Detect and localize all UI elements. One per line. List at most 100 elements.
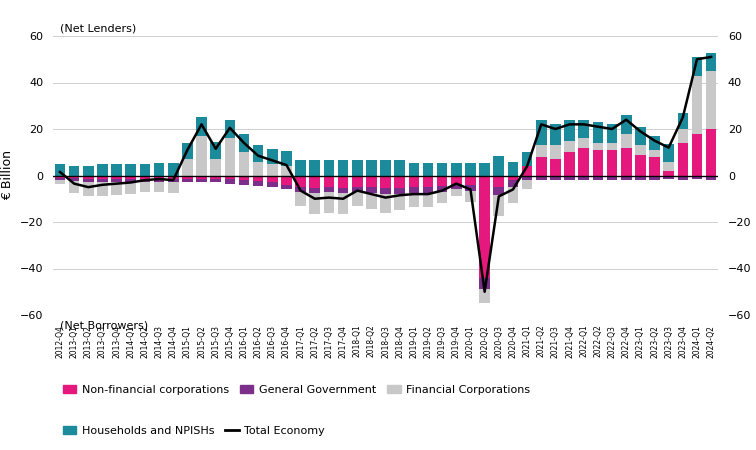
- Text: (Net Borrowers): (Net Borrowers): [60, 320, 147, 331]
- Bar: [111, 176, 122, 179]
- Bar: [380, 188, 391, 194]
- Bar: [54, 178, 65, 180]
- Bar: [309, 188, 320, 193]
- Bar: [253, 176, 264, 181]
- Bar: [564, 176, 575, 180]
- Bar: [380, 160, 391, 176]
- Bar: [437, 192, 448, 203]
- Bar: [352, 187, 363, 192]
- Bar: [225, 138, 235, 176]
- Bar: [324, 192, 334, 213]
- Bar: [309, 160, 320, 176]
- Bar: [663, 176, 674, 179]
- Bar: [578, 148, 589, 176]
- Bar: [564, 120, 575, 140]
- Bar: [408, 187, 419, 193]
- Bar: [522, 152, 532, 166]
- Bar: [253, 181, 264, 186]
- Bar: [197, 136, 207, 176]
- Bar: [465, 185, 476, 191]
- Bar: [338, 160, 349, 176]
- Bar: [324, 160, 334, 176]
- Bar: [550, 124, 561, 145]
- Bar: [663, 144, 674, 162]
- Bar: [352, 192, 363, 206]
- Bar: [621, 115, 631, 134]
- Bar: [663, 162, 674, 171]
- Bar: [395, 160, 405, 176]
- Bar: [380, 194, 391, 213]
- Bar: [507, 187, 519, 203]
- Bar: [168, 183, 178, 193]
- Bar: [465, 191, 476, 202]
- Bar: [309, 193, 320, 214]
- Bar: [465, 163, 476, 176]
- Bar: [550, 159, 561, 176]
- Bar: [423, 163, 433, 176]
- Bar: [437, 186, 448, 192]
- Bar: [54, 176, 65, 178]
- Text: (Net Lenders): (Net Lenders): [60, 23, 136, 33]
- Bar: [564, 140, 575, 152]
- Bar: [494, 195, 504, 216]
- Bar: [182, 179, 193, 183]
- Bar: [692, 57, 702, 76]
- Bar: [281, 176, 292, 185]
- Bar: [507, 180, 519, 187]
- Bar: [607, 143, 618, 150]
- Bar: [83, 179, 94, 183]
- Bar: [54, 180, 65, 184]
- Bar: [550, 145, 561, 159]
- Bar: [69, 176, 79, 178]
- Bar: [408, 193, 419, 207]
- Bar: [395, 188, 405, 194]
- Bar: [621, 148, 631, 176]
- Bar: [706, 129, 717, 176]
- Bar: [267, 183, 277, 187]
- Bar: [423, 193, 433, 207]
- Bar: [380, 176, 391, 188]
- Bar: [465, 176, 476, 185]
- Bar: [324, 176, 334, 187]
- Bar: [494, 156, 504, 176]
- Bar: [494, 187, 504, 195]
- Bar: [692, 76, 702, 134]
- Bar: [395, 176, 405, 188]
- Bar: [408, 163, 419, 176]
- Bar: [153, 176, 164, 179]
- Bar: [621, 134, 631, 148]
- Bar: [140, 176, 150, 179]
- Bar: [153, 179, 164, 183]
- Bar: [324, 187, 334, 192]
- Bar: [168, 163, 178, 176]
- Bar: [239, 180, 249, 185]
- Bar: [125, 179, 136, 183]
- Bar: [281, 166, 292, 176]
- Bar: [536, 157, 547, 176]
- Bar: [210, 142, 221, 159]
- Bar: [479, 176, 490, 278]
- Bar: [706, 176, 717, 180]
- Bar: [225, 176, 235, 179]
- Bar: [366, 187, 376, 193]
- Bar: [182, 159, 193, 176]
- Bar: [83, 166, 94, 176]
- Legend: Households and NPISHs, Total Economy: Households and NPISHs, Total Economy: [58, 421, 330, 440]
- Bar: [267, 164, 277, 176]
- Bar: [437, 176, 448, 186]
- Bar: [140, 179, 150, 183]
- Bar: [125, 176, 136, 179]
- Bar: [338, 176, 349, 188]
- Bar: [111, 179, 122, 183]
- Bar: [153, 183, 164, 192]
- Bar: [692, 176, 702, 179]
- Bar: [522, 176, 532, 180]
- Bar: [366, 160, 376, 176]
- Bar: [677, 129, 688, 143]
- Bar: [54, 164, 65, 176]
- Bar: [550, 176, 561, 180]
- Bar: [98, 164, 108, 176]
- Bar: [153, 163, 164, 176]
- Bar: [69, 166, 79, 176]
- Bar: [564, 152, 575, 176]
